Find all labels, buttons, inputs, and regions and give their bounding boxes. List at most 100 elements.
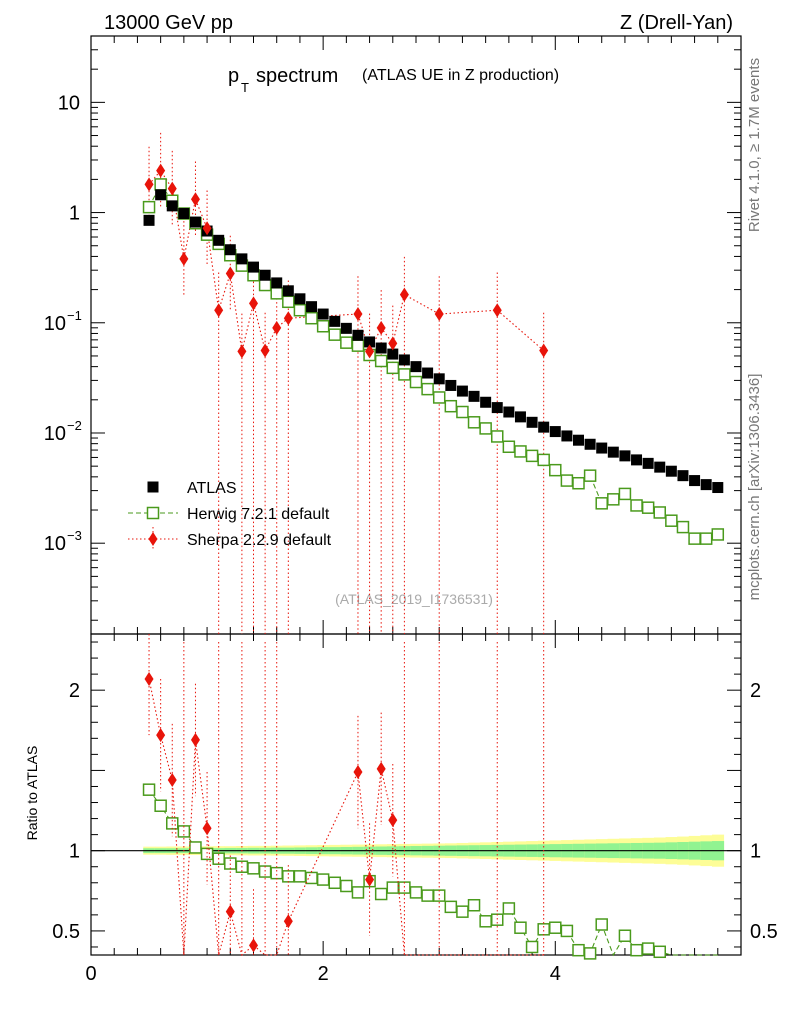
sherpa-ratio-marker	[144, 671, 154, 686]
sherpa-ratio-marker	[202, 821, 212, 836]
sherpa-ratio-marker	[388, 813, 398, 828]
atlas-marker	[248, 261, 259, 273]
ratio-y-tick-label-right: 2	[750, 680, 761, 702]
herwig-marker	[514, 445, 527, 458]
watermark: (ATLAS_2019_I1736531)	[335, 591, 493, 607]
atlas-marker	[178, 208, 190, 220]
herwig-ratio-marker	[374, 887, 388, 901]
atlas-marker	[503, 406, 515, 418]
herwig-ratio-marker	[502, 902, 516, 915]
y-tick-label: 10	[58, 92, 80, 114]
sherpa-marker	[190, 192, 200, 207]
ratio-y-tick-label: 1	[69, 841, 80, 863]
herwig-ratio-marker	[572, 943, 585, 957]
atlas-marker	[514, 411, 526, 423]
herwig-ratio-marker	[525, 940, 539, 954]
main-data-marks	[142, 132, 725, 634]
herwig-ratio-marker	[456, 905, 469, 918]
y-tick-label-exponent: −1	[67, 308, 82, 323]
herwig-marker	[572, 476, 585, 490]
atlas-marker	[526, 416, 538, 428]
ratio-y-tick-label-right: 0.5	[750, 921, 778, 943]
herwig-ratio-marker	[467, 898, 481, 912]
herwig-marker	[688, 532, 701, 545]
atlas-marker	[224, 244, 236, 256]
sherpa-marker	[434, 307, 444, 322]
sherpa-marker	[388, 336, 398, 351]
herwig-marker	[328, 328, 341, 341]
herwig-marker	[479, 422, 492, 435]
herwig-ratio-marker	[328, 876, 341, 890]
herwig-marker	[293, 303, 307, 317]
atlas-marker	[607, 446, 619, 458]
sherpa-ratio-marker	[156, 728, 166, 743]
atlas-marker	[654, 461, 666, 473]
atlas-marker	[259, 269, 271, 281]
sherpa-marker	[167, 181, 177, 196]
herwig-ratio-marker	[514, 921, 527, 934]
herwig-ratio-marker	[340, 879, 353, 893]
sherpa-marker	[365, 344, 375, 359]
sherpa-ratio-line	[148, 678, 544, 956]
herwig-marker	[653, 506, 666, 519]
herwig-ratio-marker	[560, 924, 574, 938]
herwig-ratio-marker	[630, 943, 643, 957]
atlas-marker	[166, 200, 178, 212]
herwig-ratio-marker	[166, 817, 179, 830]
atlas-marker	[352, 329, 364, 341]
atlas-marker	[445, 379, 457, 391]
x-tick-label: 4	[550, 963, 561, 985]
legend-label: Sherpa 2.2.9 default	[187, 532, 332, 549]
herwig-ratio-marker	[316, 873, 330, 886]
legend-atlas-marker	[147, 481, 159, 493]
herwig-marker	[711, 528, 725, 541]
herwig-marker	[432, 391, 446, 404]
ratio-plot-frame	[90, 633, 742, 956]
herwig-ratio-marker	[282, 870, 295, 883]
herwig-marker	[351, 339, 365, 352]
herwig-ratio-marker	[421, 889, 434, 902]
herwig-marker	[641, 501, 655, 514]
sherpa-marker	[144, 177, 154, 192]
sherpa-ratio-marker	[353, 765, 363, 780]
ratio-uncertainty-band	[91, 834, 741, 867]
header-right-label: Z (Drell-Yan)	[620, 12, 733, 34]
sherpa-ratio-marker	[283, 914, 293, 929]
rivet-label: Rivet 4.1.0, ≥ 1.7M events	[746, 58, 763, 232]
legend: ATLAS Herwig 7.2.1 default Sherpa 2.2.9 de…	[128, 480, 332, 551]
herwig-marker	[154, 178, 167, 191]
atlas-marker	[364, 336, 376, 348]
sherpa-marker	[376, 320, 386, 335]
legend-label: Herwig 7.2.1 default	[187, 506, 330, 523]
title-sub: T	[241, 80, 249, 95]
herwig-marker	[618, 487, 632, 501]
atlas-marker	[561, 430, 573, 442]
header-left-label: 13000 GeV pp	[104, 12, 233, 34]
atlas-marker	[143, 214, 155, 226]
herwig-ratio-marker	[641, 942, 655, 955]
herwig-ratio-marker	[479, 915, 492, 928]
herwig-ratio-marker	[293, 870, 307, 883]
herwig-ratio-marker	[200, 847, 214, 861]
herwig-ratio-marker	[595, 918, 608, 931]
sherpa-marker	[156, 163, 166, 178]
herwig-marker	[699, 532, 713, 545]
title-p: p	[228, 65, 239, 87]
ratio-y-tick-label: 2	[69, 680, 80, 702]
sherpa-marker	[225, 266, 235, 281]
atlas-marker	[189, 216, 201, 228]
sherpa-marker	[237, 344, 247, 359]
legend-sherpa-marker	[148, 532, 158, 546]
atlas-marker	[340, 322, 352, 334]
herwig-ratio-marker	[351, 886, 365, 899]
sherpa-ratio-marker	[365, 872, 375, 887]
herwig-marker	[444, 399, 458, 413]
y-tick-label: 10	[44, 313, 66, 335]
atlas-marker	[665, 465, 677, 477]
atlas-marker	[329, 315, 341, 327]
y-tick-label: 10	[44, 533, 66, 555]
herwig-ratio-marker	[247, 862, 260, 875]
y-tick-label: 10	[44, 423, 66, 445]
atlas-marker	[375, 342, 387, 354]
